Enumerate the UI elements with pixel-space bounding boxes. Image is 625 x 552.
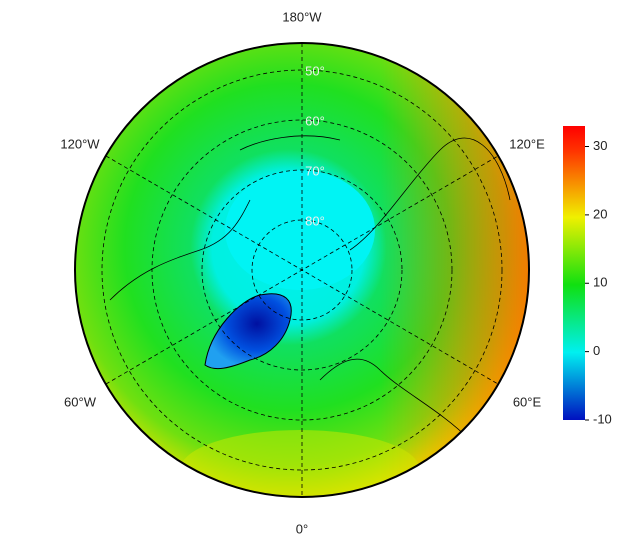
colorbar-tick-label: 0 <box>593 343 600 358</box>
colorbar-tick-label: 20 <box>593 206 607 221</box>
colorbar <box>563 126 585 420</box>
longitude-label: 0° <box>296 521 308 536</box>
longitude-label: 120°E <box>509 136 545 151</box>
latitude-label: 70° <box>305 163 325 178</box>
latitude-label: 60° <box>305 113 325 128</box>
latitude-label: 80° <box>305 213 325 228</box>
longitude-label: 120°W <box>60 136 100 151</box>
colorbar-tick-label: 30 <box>593 138 607 153</box>
latitude-label: 50° <box>305 63 325 78</box>
colorbar-tick-label: -10 <box>593 411 612 426</box>
colorbar-tick-label: 10 <box>593 275 607 290</box>
map-border <box>74 42 530 498</box>
longitude-label: 60°E <box>513 394 542 409</box>
longitude-label: 180°W <box>282 9 322 24</box>
temperature-field <box>75 43 529 497</box>
longitude-label: 60°W <box>64 394 97 409</box>
